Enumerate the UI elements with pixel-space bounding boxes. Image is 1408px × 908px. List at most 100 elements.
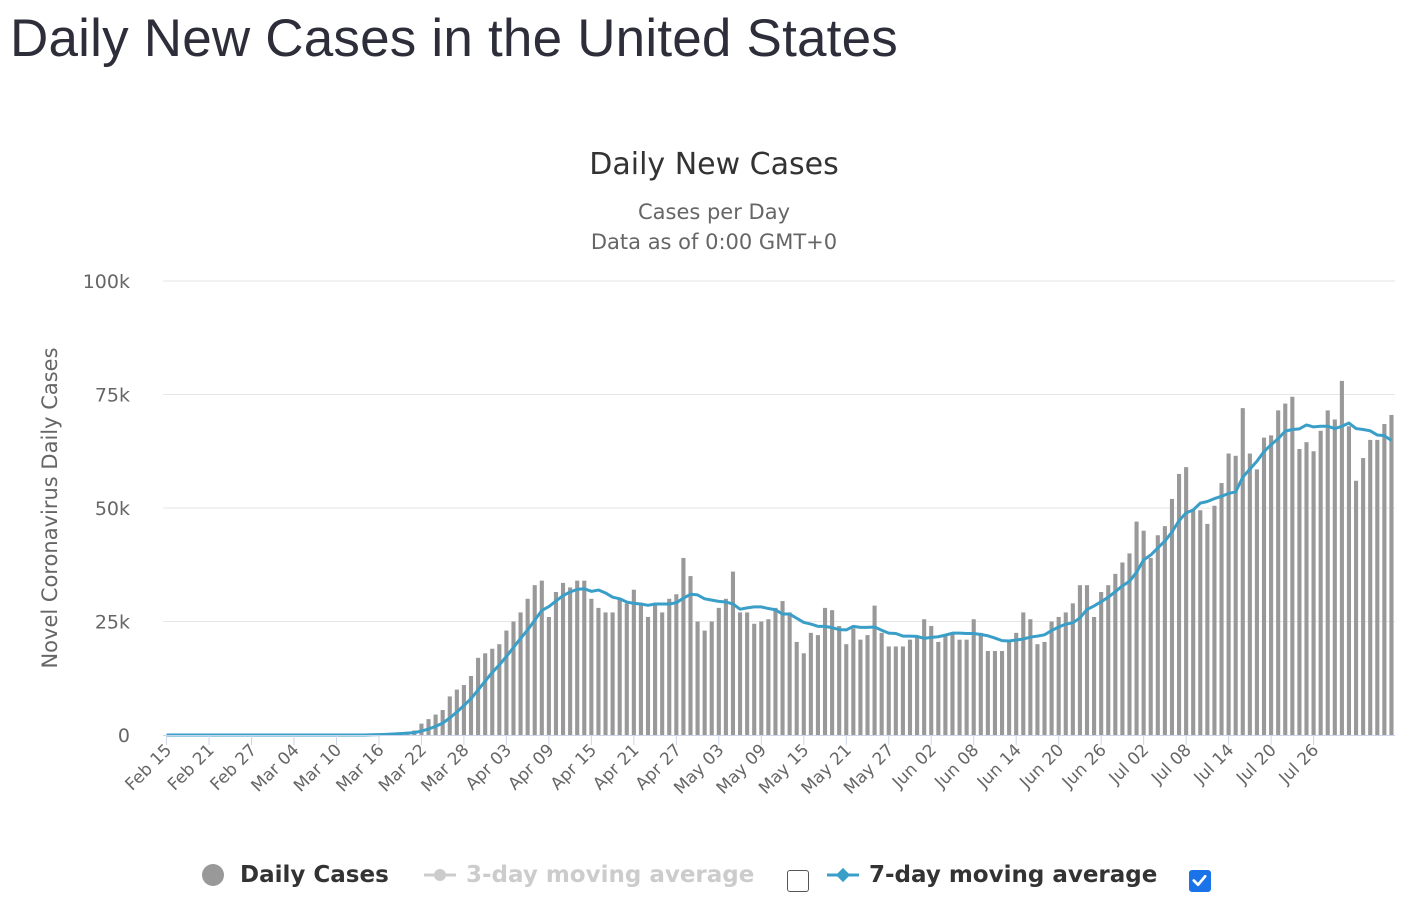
bar-daily-cases[interactable]: [1261, 437, 1267, 735]
bar-daily-cases[interactable]: [674, 594, 679, 735]
bar-daily-cases[interactable]: [610, 612, 615, 735]
bar-daily-cases[interactable]: [702, 630, 707, 735]
bar-daily-cases[interactable]: [858, 639, 863, 735]
bar-daily-cases[interactable]: [794, 641, 799, 735]
bar-daily-cases[interactable]: [992, 651, 998, 735]
bar-daily-cases[interactable]: [822, 607, 828, 735]
bar-daily-cases[interactable]: [560, 582, 566, 735]
bar-daily-cases[interactable]: [631, 589, 636, 735]
bar-daily-cases[interactable]: [893, 646, 898, 735]
bar-daily-cases[interactable]: [886, 646, 891, 735]
bar-daily-cases[interactable]: [964, 639, 969, 735]
legend-item-3-day-moving-average[interactable]: 3-day moving average: [423, 858, 754, 892]
bar-daily-cases[interactable]: [1014, 632, 1019, 735]
bar-daily-cases[interactable]: [1332, 419, 1337, 735]
bar-daily-cases[interactable]: [1254, 469, 1259, 735]
bar-daily-cases[interactable]: [653, 603, 658, 735]
bar-daily-cases[interactable]: [660, 612, 665, 735]
bar-daily-cases[interactable]: [589, 598, 594, 735]
bar-daily-cases[interactable]: [801, 653, 806, 735]
bar-daily-cases[interactable]: [575, 580, 580, 735]
bar-daily-cases[interactable]: [532, 585, 537, 735]
bar-daily-cases[interactable]: [476, 657, 481, 735]
bar-daily-cases[interactable]: [709, 621, 714, 736]
bar-daily-cases[interactable]: [738, 612, 743, 735]
bar-daily-cases[interactable]: [1049, 621, 1054, 736]
bar-daily-cases[interactable]: [1368, 439, 1373, 735]
bar-daily-cases[interactable]: [1382, 424, 1387, 735]
bar-daily-cases[interactable]: [730, 571, 736, 735]
bar-daily-cases[interactable]: [1354, 480, 1359, 735]
bar-daily-cases[interactable]: [681, 557, 686, 735]
bar-daily-cases[interactable]: [483, 653, 488, 735]
bar-daily-cases[interactable]: [716, 607, 721, 735]
bar-daily-cases[interactable]: [1212, 505, 1217, 735]
bar-daily-cases[interactable]: [1276, 410, 1281, 735]
bar-daily-cases[interactable]: [667, 598, 672, 735]
bar-daily-cases[interactable]: [518, 612, 523, 735]
bar-daily-cases[interactable]: [1021, 612, 1026, 735]
bar-daily-cases[interactable]: [950, 632, 955, 735]
bar-daily-cases[interactable]: [978, 632, 983, 735]
bar-daily-cases[interactable]: [1325, 410, 1330, 735]
bar-daily-cases[interactable]: [1226, 453, 1231, 735]
bar-daily-cases[interactable]: [1028, 619, 1033, 735]
bar-daily-cases[interactable]: [815, 635, 820, 735]
bar-daily-cases[interactable]: [1233, 455, 1238, 735]
bar-daily-cases[interactable]: [461, 685, 466, 735]
bar-daily-cases[interactable]: [865, 635, 870, 735]
bar-daily-cases[interactable]: [1247, 453, 1252, 735]
bar-daily-cases[interactable]: [1176, 473, 1182, 735]
bar-daily-cases[interactable]: [688, 576, 693, 735]
bar-daily-cases[interactable]: [851, 628, 856, 735]
bar-daily-cases[interactable]: [1318, 430, 1323, 735]
bar-daily-cases[interactable]: [1099, 591, 1104, 735]
bar-daily-cases[interactable]: [1148, 557, 1153, 735]
bar-daily-cases[interactable]: [879, 632, 884, 735]
bar-daily-cases[interactable]: [1042, 641, 1047, 735]
bar-daily-cases[interactable]: [1120, 562, 1125, 735]
bar-daily-cases[interactable]: [971, 619, 976, 735]
bar-daily-cases[interactable]: [1169, 498, 1175, 735]
bar-daily-cases[interactable]: [1035, 644, 1040, 735]
bar-daily-cases[interactable]: [539, 580, 544, 735]
bar-daily-cases[interactable]: [1084, 585, 1090, 735]
bar-daily-cases[interactable]: [1155, 535, 1160, 735]
bar-daily-cases[interactable]: [745, 612, 750, 735]
bar-daily-cases[interactable]: [907, 639, 913, 735]
bar-daily-cases[interactable]: [511, 621, 516, 736]
bar-daily-cases[interactable]: [723, 598, 728, 735]
bar-daily-cases[interactable]: [645, 616, 651, 735]
bar-daily-cases[interactable]: [766, 619, 771, 735]
bar-daily-cases[interactable]: [872, 605, 877, 735]
bar-daily-cases[interactable]: [603, 612, 608, 735]
bar-daily-cases[interactable]: [1113, 573, 1118, 735]
bar-daily-cases[interactable]: [752, 623, 757, 735]
bar-daily-cases[interactable]: [830, 610, 835, 735]
legend-item-daily-cases[interactable]: Daily Cases: [201, 858, 389, 892]
bar-daily-cases[interactable]: [999, 651, 1005, 735]
bar-daily-cases[interactable]: [638, 603, 643, 735]
bar-daily-cases[interactable]: [1375, 439, 1380, 735]
bar-daily-cases[interactable]: [1191, 510, 1196, 735]
bar-daily-cases[interactable]: [1162, 526, 1167, 735]
bar-daily-cases[interactable]: [1092, 616, 1097, 735]
bar-daily-cases[interactable]: [1198, 510, 1203, 735]
bar-daily-cases[interactable]: [1106, 585, 1111, 735]
bar-daily-cases[interactable]: [1141, 530, 1146, 735]
checkbox-3-day-moving-average[interactable]: [787, 870, 809, 892]
bar-daily-cases[interactable]: [568, 587, 573, 735]
bar-daily-cases[interactable]: [1283, 403, 1288, 735]
bar-daily-cases[interactable]: [780, 601, 785, 735]
bar-daily-cases[interactable]: [596, 607, 601, 735]
bar-daily-cases[interactable]: [447, 696, 452, 735]
bar-daily-cases[interactable]: [525, 598, 530, 735]
bar-daily-cases[interactable]: [624, 603, 629, 735]
bar-daily-cases[interactable]: [1219, 483, 1224, 735]
bar-daily-cases[interactable]: [1389, 414, 1394, 735]
bar-daily-cases[interactable]: [936, 641, 941, 735]
checkbox-7-day-moving-average[interactable]: [1189, 870, 1211, 892]
bar-daily-cases[interactable]: [1297, 448, 1302, 735]
bar-daily-cases[interactable]: [900, 646, 905, 735]
bar-daily-cases[interactable]: [1063, 612, 1068, 735]
